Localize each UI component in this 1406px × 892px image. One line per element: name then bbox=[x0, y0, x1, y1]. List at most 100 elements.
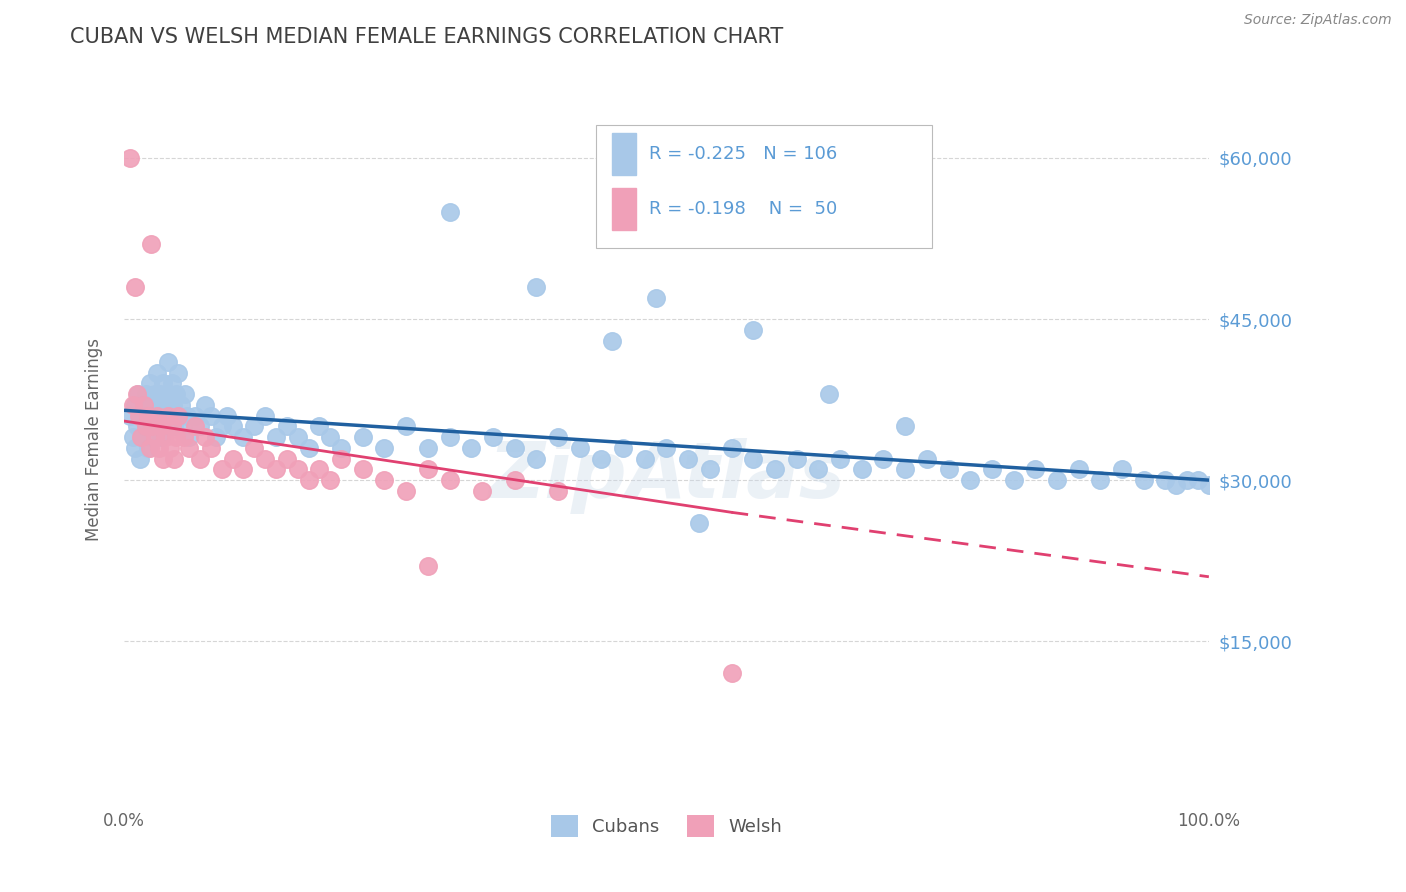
Point bbox=[173, 430, 195, 444]
Point bbox=[644, 291, 666, 305]
FancyBboxPatch shape bbox=[596, 125, 932, 248]
Point bbox=[980, 462, 1002, 476]
Point bbox=[141, 430, 163, 444]
Point bbox=[503, 473, 526, 487]
Point bbox=[211, 462, 233, 476]
Point bbox=[676, 451, 699, 466]
Point bbox=[1090, 473, 1112, 487]
Point bbox=[194, 398, 217, 412]
Point bbox=[807, 462, 830, 476]
Point bbox=[439, 204, 461, 219]
Point bbox=[118, 151, 141, 165]
Point bbox=[131, 430, 153, 444]
Point bbox=[818, 387, 841, 401]
Point bbox=[330, 451, 353, 466]
Point bbox=[894, 419, 917, 434]
Point bbox=[169, 398, 191, 412]
Point bbox=[167, 409, 190, 423]
Point bbox=[439, 473, 461, 487]
Point bbox=[141, 398, 163, 412]
Point bbox=[165, 387, 187, 401]
Point bbox=[547, 430, 569, 444]
FancyBboxPatch shape bbox=[612, 133, 636, 176]
Point bbox=[264, 430, 287, 444]
Point bbox=[460, 441, 482, 455]
Point bbox=[373, 441, 395, 455]
Text: CUBAN VS WELSH MEDIAN FEMALE EARNINGS CORRELATION CHART: CUBAN VS WELSH MEDIAN FEMALE EARNINGS CO… bbox=[70, 27, 783, 46]
Point bbox=[352, 462, 374, 476]
Point bbox=[128, 409, 150, 423]
Point bbox=[188, 419, 211, 434]
Point bbox=[959, 473, 981, 487]
Point bbox=[124, 280, 146, 294]
Point bbox=[319, 473, 342, 487]
Point bbox=[330, 441, 353, 455]
Point bbox=[232, 462, 254, 476]
Point bbox=[297, 441, 319, 455]
Point bbox=[200, 409, 222, 423]
Point bbox=[395, 483, 418, 498]
Point bbox=[160, 419, 183, 434]
Point bbox=[308, 419, 330, 434]
Point bbox=[264, 462, 287, 476]
Point bbox=[254, 451, 277, 466]
Point bbox=[132, 398, 155, 412]
Point bbox=[720, 441, 742, 455]
Point bbox=[127, 387, 149, 401]
Point bbox=[121, 430, 143, 444]
Point bbox=[828, 451, 851, 466]
Point bbox=[243, 441, 266, 455]
Point bbox=[139, 376, 162, 391]
Point bbox=[159, 409, 181, 423]
Point bbox=[124, 398, 146, 412]
Point bbox=[1166, 478, 1188, 492]
Point bbox=[591, 451, 613, 466]
Text: Source: ZipAtlas.com: Source: ZipAtlas.com bbox=[1244, 13, 1392, 28]
Point bbox=[600, 334, 623, 348]
Point bbox=[135, 387, 157, 401]
Point bbox=[155, 430, 177, 444]
Point bbox=[155, 398, 177, 412]
Point bbox=[150, 409, 173, 423]
Point bbox=[287, 462, 309, 476]
Point bbox=[194, 430, 217, 444]
Point bbox=[699, 462, 721, 476]
Point bbox=[176, 409, 198, 423]
Point bbox=[1024, 462, 1046, 476]
Point bbox=[124, 441, 146, 455]
Point bbox=[276, 419, 298, 434]
Legend: Cubans, Welsh: Cubans, Welsh bbox=[544, 807, 789, 844]
Point bbox=[872, 451, 894, 466]
Point bbox=[938, 462, 960, 476]
Y-axis label: Median Female Earnings: Median Female Earnings bbox=[86, 338, 103, 541]
Point bbox=[1067, 462, 1090, 476]
Point bbox=[148, 419, 170, 434]
Point bbox=[141, 236, 163, 251]
Point bbox=[1002, 473, 1025, 487]
Point bbox=[127, 419, 149, 434]
Point bbox=[141, 409, 163, 423]
Point bbox=[287, 430, 309, 444]
Point bbox=[1132, 473, 1154, 487]
Point bbox=[141, 419, 163, 434]
Point bbox=[118, 409, 141, 423]
Point bbox=[136, 409, 159, 423]
Point bbox=[136, 441, 159, 455]
Point bbox=[416, 441, 439, 455]
Point bbox=[200, 441, 222, 455]
Point bbox=[1154, 473, 1177, 487]
Point bbox=[297, 473, 319, 487]
Point bbox=[211, 419, 233, 434]
Point bbox=[149, 387, 172, 401]
Point bbox=[165, 430, 187, 444]
Point bbox=[1198, 478, 1220, 492]
Point bbox=[742, 451, 765, 466]
Point bbox=[1175, 473, 1198, 487]
Point bbox=[183, 409, 205, 423]
Point bbox=[179, 441, 201, 455]
Point bbox=[145, 409, 167, 423]
Point bbox=[132, 398, 155, 412]
Point bbox=[786, 451, 808, 466]
Point bbox=[150, 430, 173, 444]
Point bbox=[183, 419, 205, 434]
